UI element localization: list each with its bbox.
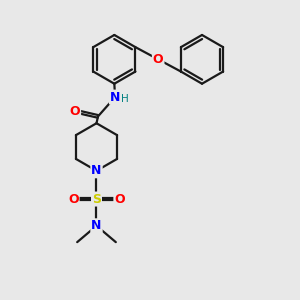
Text: N: N [91, 164, 102, 177]
Text: O: O [153, 53, 164, 66]
Text: O: O [68, 193, 79, 206]
Text: N: N [110, 91, 120, 103]
Text: O: O [70, 105, 80, 118]
Text: N: N [91, 219, 102, 232]
Text: O: O [114, 193, 125, 206]
Text: S: S [92, 193, 101, 206]
Text: H: H [121, 94, 128, 103]
